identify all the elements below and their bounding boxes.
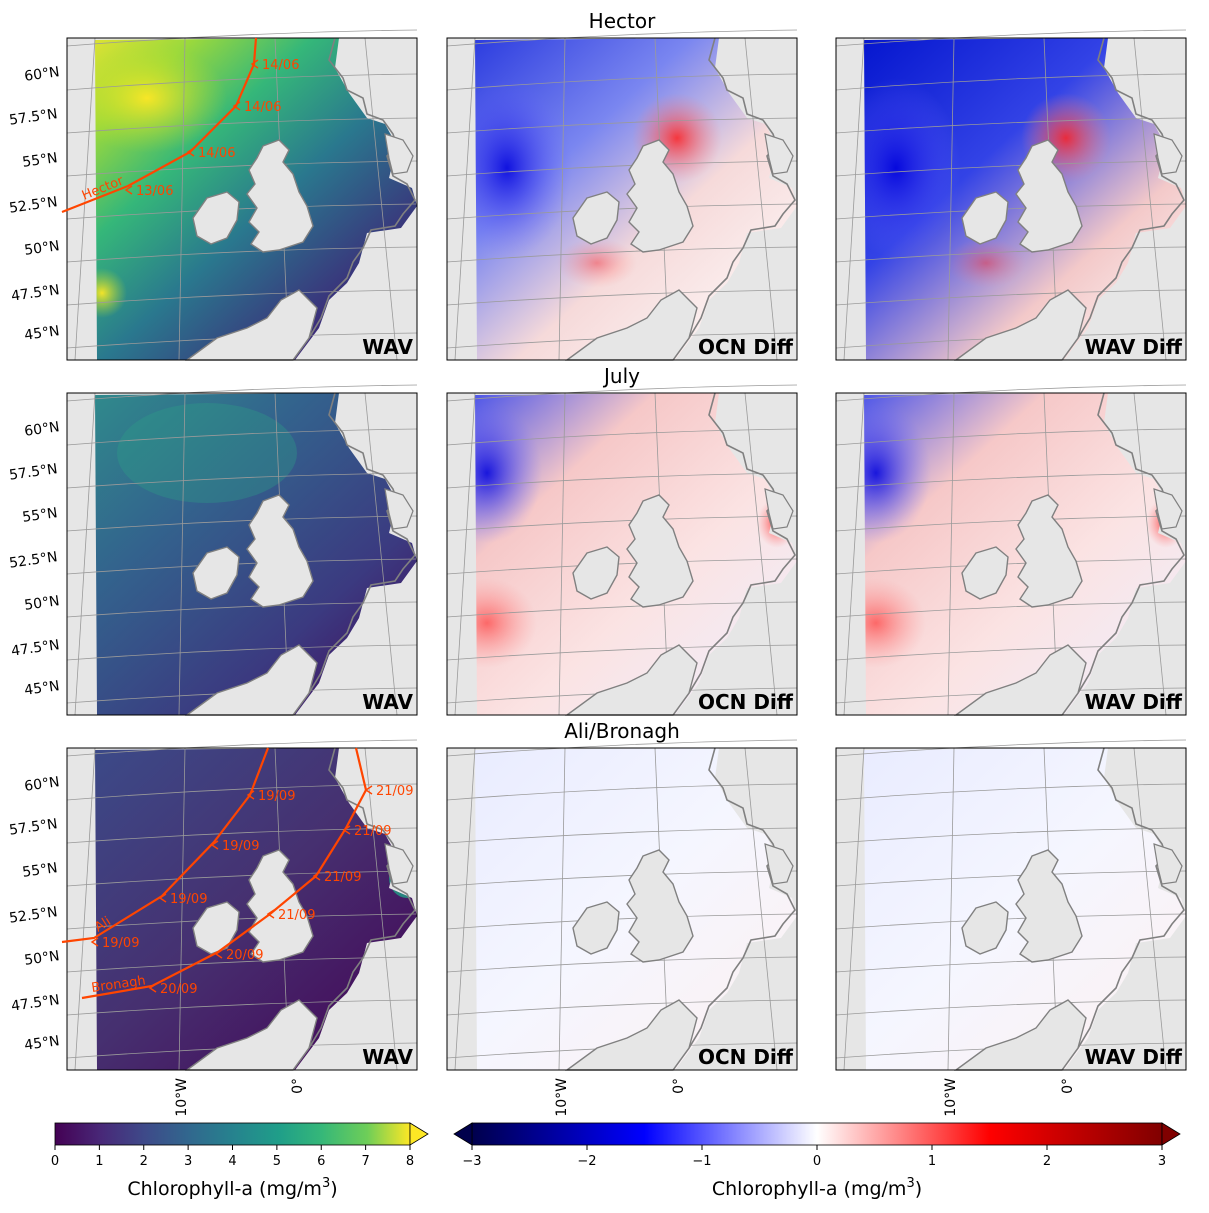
panel-hector-wav: WAV xyxy=(66,29,418,361)
track-date-label: 14/06 xyxy=(262,58,299,73)
panel-corner-label: WAV xyxy=(362,335,413,359)
panel-hector-ocn-diff: OCN Diff xyxy=(446,29,798,361)
panel-corner-label: WAV Diff xyxy=(1085,690,1183,714)
panel-corner-label: WAV Diff xyxy=(1085,335,1183,359)
lat-tick-label: 55°N xyxy=(21,150,58,171)
colorbar-tick-label: 6 xyxy=(317,1154,325,1169)
lat-tick-label: 57.5°N xyxy=(8,816,58,839)
track-date-label: 19/09 xyxy=(102,936,139,951)
colorbar-tick-label: 2 xyxy=(1043,1154,1051,1169)
lat-tick-label: 50°N xyxy=(23,593,60,614)
track-date-label: 14/06 xyxy=(244,100,281,115)
track-date-label: 14/06 xyxy=(198,146,235,161)
lat-tick-label: 60°N xyxy=(23,64,60,85)
lat-tick-label: 47.5°N xyxy=(10,282,60,305)
colorbar-tick-label: 7 xyxy=(361,1154,369,1169)
text-overlay: Hector July Ali/Bronagh 60°N 57.5°N 55°N 52.5°… xyxy=(8,9,1076,1117)
track-date-label: 21/09 xyxy=(354,824,391,839)
lat-tick-label: 60°N xyxy=(23,419,60,440)
colorbar-label: Chlorophyll-a (mg/m3) xyxy=(712,1176,922,1200)
colorbar-tick-label: 4 xyxy=(228,1154,236,1169)
track-date-label: 21/09 xyxy=(324,870,361,885)
lon-tick-label: 0° xyxy=(671,1078,687,1094)
lat-tick-label: 50°N xyxy=(23,238,60,259)
panel-ali-wav: WAV xyxy=(66,739,418,1071)
colorbars: 0 1 2 3 4 5 6 7 8 Chlorophyll-a (mg/m3) −3 −2 −1 0 1 2 3… xyxy=(51,1122,1181,1200)
lat-tick-label: 52.5°N xyxy=(8,904,58,927)
panel-corner-label: WAV xyxy=(362,1045,413,1069)
lat-tick-label: 52.5°N xyxy=(8,549,58,572)
lat-tick-label: 45°N xyxy=(23,678,60,699)
lat-tick-label: 57.5°N xyxy=(8,106,58,129)
track-date-label: 21/09 xyxy=(278,908,315,923)
row-title: July xyxy=(602,364,640,388)
lat-tick-label: 47.5°N xyxy=(10,637,60,660)
lon-tick-label: 0° xyxy=(290,1078,306,1094)
lat-tick-label: 47.5°N xyxy=(10,992,60,1015)
track-date-label: 21/09 xyxy=(376,784,413,799)
track-date-label: 20/09 xyxy=(226,948,263,963)
colorbar-tick-label: 0 xyxy=(813,1154,821,1169)
lat-tick-label: 57.5°N xyxy=(8,461,58,484)
lat-tick-label: 55°N xyxy=(21,505,58,526)
panel-july-wav: WAV xyxy=(66,384,418,716)
lon-tick-label: 10°W xyxy=(943,1078,959,1117)
colorbar-ramp xyxy=(471,1122,1163,1146)
panel-corner-label: OCN Diff xyxy=(698,690,794,714)
track-date-label: 19/09 xyxy=(170,892,207,907)
colorbar-tick-label: −3 xyxy=(462,1154,481,1169)
colorbar-extend-max xyxy=(409,1122,429,1146)
track-date-label: 19/09 xyxy=(222,839,259,854)
lat-tick-label: 60°N xyxy=(23,774,60,795)
colorbar-tick-label: 0 xyxy=(51,1154,59,1169)
colorbar-tick-label: −2 xyxy=(577,1154,596,1169)
colorbar-label: Chlorophyll-a (mg/m3) xyxy=(127,1176,337,1200)
panel-hector-wav-diff: WAV Diff xyxy=(835,29,1187,361)
lat-tick-label: 45°N xyxy=(23,1033,60,1054)
lat-tick-label: 45°N xyxy=(23,323,60,344)
panel-corner-label: WAV Diff xyxy=(1085,1045,1183,1069)
colorbar-tick-label: 1 xyxy=(95,1154,103,1169)
panel-ali-ocn-diff: OCN Diff xyxy=(446,739,798,1071)
panel-ali-wav-diff: WAV Diff xyxy=(835,739,1187,1071)
colorbar-extend-max xyxy=(1161,1122,1181,1146)
colorbar-ramp xyxy=(54,1122,411,1146)
panel-grid: WAV OCN Diff WAV Diff WAV OCN Diff WAV Diff WA… xyxy=(66,29,1187,1071)
colorbar-extend-min xyxy=(453,1122,473,1146)
lat-tick-label: 52.5°N xyxy=(8,194,58,217)
panel-corner-label: WAV xyxy=(362,690,413,714)
colorbar-difference: −3 −2 −1 0 1 2 3 Chlorophyll-a (mg/m3) xyxy=(453,1122,1181,1200)
colorbar-tick-label: 8 xyxy=(406,1154,414,1169)
colorbar-tick-label: 3 xyxy=(184,1154,192,1169)
colorbar-tick-label: 1 xyxy=(928,1154,936,1169)
colorbar-tick-label: 2 xyxy=(140,1154,148,1169)
panel-july-ocn-diff: OCN Diff xyxy=(446,384,798,716)
lat-tick-label: 55°N xyxy=(21,860,58,881)
row-title: Hector xyxy=(589,9,656,33)
colorbar-tick-label: 3 xyxy=(1158,1154,1166,1169)
track-date-label: 13/06 xyxy=(136,184,173,199)
colorbar-tick-label: −1 xyxy=(692,1154,711,1169)
track-date-label: 19/09 xyxy=(258,789,295,804)
lon-tick-label: 0° xyxy=(1060,1078,1076,1094)
panel-corner-label: OCN Diff xyxy=(698,1045,794,1069)
colorbar-tick-label: 5 xyxy=(273,1154,281,1169)
lon-tick-label: 10°W xyxy=(554,1078,570,1117)
row-title: Ali/Bronagh xyxy=(564,719,680,743)
lat-tick-label: 50°N xyxy=(23,948,60,969)
lon-tick-label: 10°W xyxy=(174,1078,190,1117)
track-name-label: Ali xyxy=(92,914,114,935)
colorbar-absolute: 0 1 2 3 4 5 6 7 8 Chlorophyll-a (mg/m3) xyxy=(51,1122,429,1200)
track-date-label: 20/09 xyxy=(160,982,197,997)
panel-corner-label: OCN Diff xyxy=(698,335,794,359)
panel-july-wav-diff: WAV Diff xyxy=(835,384,1187,716)
